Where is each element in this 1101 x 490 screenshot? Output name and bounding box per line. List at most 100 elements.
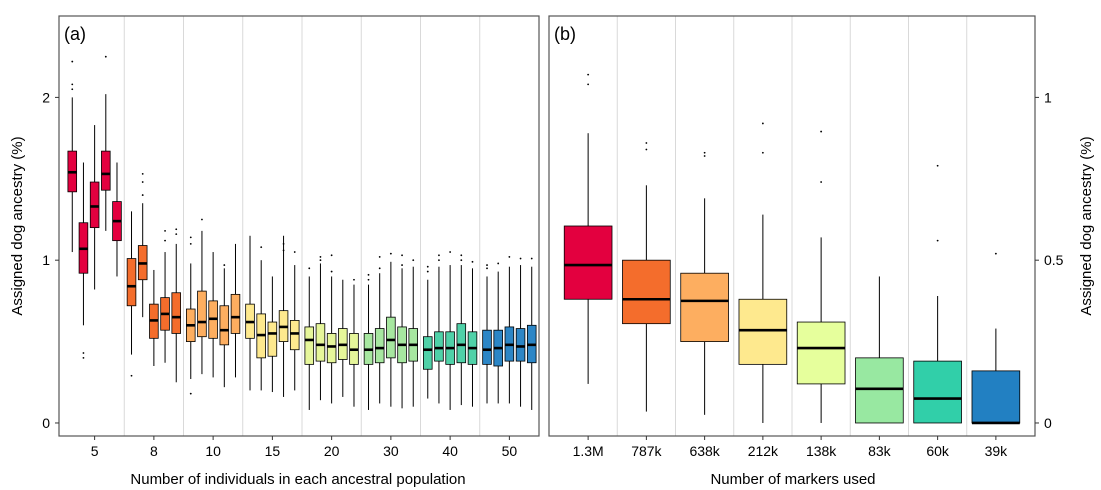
outlier-point [645, 148, 648, 151]
boxplot [186, 236, 196, 395]
box-iqr [796, 321, 846, 385]
boxplot [67, 60, 78, 253]
boxplot [197, 218, 207, 375]
panel-b-group-separators [616, 16, 968, 436]
box-iqr [101, 150, 111, 191]
outlier-point [508, 256, 511, 258]
outlier-point [587, 83, 590, 86]
x-tick-label: 83k [868, 443, 892, 459]
boxplot-1.3M [563, 73, 613, 384]
outlier-point [703, 151, 706, 154]
boxplot [408, 259, 418, 407]
outlier-point [141, 181, 144, 183]
box-iqr [456, 323, 467, 364]
boxplot [456, 254, 467, 406]
outlier-point [353, 278, 355, 281]
y-tick-label: 0.5 [1044, 252, 1064, 268]
outlier-point [201, 218, 203, 221]
boxplot [467, 260, 478, 407]
outlier-point [71, 83, 74, 86]
outlier-point [71, 60, 74, 63]
box-iqr [434, 331, 444, 362]
x-tick-label: 787k [631, 443, 662, 459]
boxplot [137, 173, 148, 318]
boxplot [78, 162, 89, 359]
outlier-point [330, 254, 333, 257]
y-tick-label: 2 [42, 89, 50, 105]
boxplot [304, 267, 315, 410]
boxplot [493, 262, 503, 404]
box-iqr [289, 320, 300, 351]
outlier-point [164, 239, 166, 242]
box-iqr [738, 298, 788, 365]
box-iqr [913, 360, 962, 424]
boxplot [434, 254, 444, 404]
group-40 [423, 251, 478, 410]
panel-b-y-ticks: 00.51 [1035, 89, 1064, 431]
x-tick-label: 212k [748, 443, 779, 459]
boxplot-39k [971, 252, 1021, 425]
box-iqr [171, 292, 181, 334]
boxplot [315, 256, 326, 401]
boxplot [160, 229, 170, 363]
panel-b-x-axis-title: Number of markers used [710, 471, 875, 488]
outlier-point [438, 259, 440, 262]
boxplot-60k [913, 164, 962, 424]
panel-a: (a) 0 1 2 5 8 10 15 20 30 40 50 Number of individ… [9, 15, 540, 488]
outlier-point [141, 173, 144, 175]
outlier-point [175, 228, 178, 231]
boxplot [515, 257, 526, 407]
boxplot [126, 211, 137, 377]
group-8 [126, 173, 181, 383]
x-tick-label: 1.3M [573, 443, 604, 459]
x-tick-label: 638k [689, 443, 720, 459]
boxplot [245, 235, 255, 391]
outlier-point [389, 252, 392, 255]
boxplot [208, 252, 218, 378]
box-iqr [482, 329, 492, 365]
outlier-point [282, 249, 285, 252]
boxplot [482, 264, 492, 404]
boxplot [326, 254, 337, 404]
outlier-point [519, 257, 522, 260]
x-tick-label: 5 [91, 443, 99, 459]
outlier-point [486, 267, 488, 270]
outlier-point [367, 278, 370, 281]
outlier-point [319, 256, 322, 258]
outlier-point [189, 243, 192, 245]
box-iqr [680, 272, 729, 342]
box-iqr [315, 323, 326, 362]
outlier-point [761, 151, 764, 154]
boxplot [526, 257, 537, 410]
boxplot [386, 252, 396, 407]
outlier-point [378, 267, 381, 270]
boxplot [278, 235, 289, 397]
boxplot [374, 256, 385, 404]
boxplot [338, 279, 348, 397]
boxplot-83k [855, 276, 904, 424]
box-iqr [423, 336, 433, 370]
box-iqr [971, 370, 1021, 424]
boxplot-138k [796, 130, 846, 423]
group-5 [67, 55, 122, 359]
outlier-point [104, 55, 107, 58]
boxplot-638k [680, 151, 729, 415]
panel-a-boxplots [67, 55, 537, 410]
boxplot [101, 55, 111, 231]
x-tick-label: 30 [383, 443, 399, 459]
y-tick-label: 1 [1044, 89, 1052, 105]
group-50 [482, 256, 537, 410]
outlier-point [936, 164, 939, 167]
outlier-point [401, 254, 403, 257]
box-iqr [855, 357, 904, 424]
boxplot [363, 273, 374, 410]
boxplot [149, 269, 159, 366]
outlier-point [936, 239, 939, 242]
outlier-point [378, 256, 381, 258]
outlier-point [412, 259, 415, 262]
x-tick-label: 15 [265, 443, 281, 459]
box-iqr [219, 305, 230, 346]
panel-a-x-ticks: 5 8 10 15 20 30 40 50 [91, 436, 517, 459]
box-iqr [230, 293, 241, 334]
y-tick-label: 1 [42, 252, 50, 268]
